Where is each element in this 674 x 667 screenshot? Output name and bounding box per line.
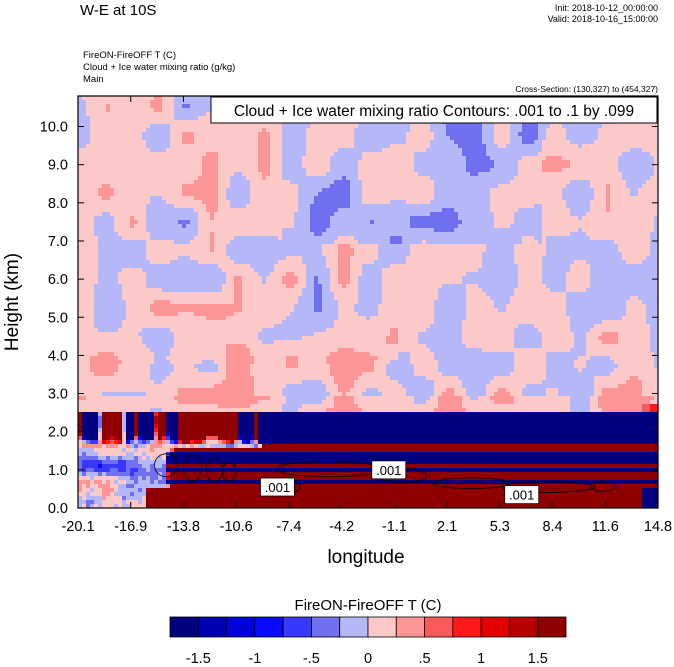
x-tick-label: 5.3	[490, 519, 510, 535]
init-time: Init: 2018-10-12_00:00:00	[554, 3, 658, 13]
x-tick-label: 11.6	[592, 519, 619, 535]
plot-frame	[77, 95, 659, 509]
colorbar-swatch	[424, 616, 454, 638]
contour-label-box	[371, 460, 407, 480]
contour-line	[501, 481, 596, 493]
x-axis-label: longitude	[327, 547, 404, 568]
x-tick-label: -13.8	[167, 519, 200, 535]
domain-label: Main	[83, 74, 104, 85]
contour-line	[222, 461, 237, 482]
page-title: W-E at 10S	[80, 2, 157, 19]
contour-label-box	[504, 485, 540, 505]
x-tick-label: -20.1	[61, 519, 94, 535]
colorbar-tick-label: .5	[419, 651, 431, 667]
contour-label: .001	[376, 463, 401, 478]
x-tick-label: 8.4	[542, 519, 562, 535]
y-axis-label: Height (km)	[2, 253, 23, 351]
y-tick-label: 3.0	[48, 387, 68, 403]
colorbar-tick-label: 0	[364, 651, 372, 667]
y-tick-label: 5.0	[48, 310, 68, 326]
axes: -20.1 -16.9 -13.8 -10.6 -7.4 -4.2 -1.1 2.1 5.3 8.…	[40, 96, 672, 535]
colorbar-tick-label: -.5	[303, 651, 320, 667]
y-tick-label: 1.0	[48, 463, 68, 479]
colorbar-title: FireON-FireOFF T (C)	[295, 597, 442, 614]
x-tick-label: -7.4	[276, 519, 301, 535]
colorbar-tick-label: 1	[477, 651, 485, 667]
x-tick-label: -4.2	[329, 519, 354, 535]
colorbar-tick-label: -1	[248, 651, 261, 667]
x-tick-label: -10.6	[220, 519, 253, 535]
y-tick-label: 10.0	[40, 120, 68, 136]
colorbar-tick-label: 1.5	[528, 651, 548, 667]
valid-time: Valid: 2018-10-16_15:00:00	[547, 14, 658, 24]
x-tick-label: 14.8	[644, 519, 672, 535]
contour-label: .001	[265, 480, 290, 495]
y-tick-label: 2.0	[48, 425, 68, 441]
colorbar-swatch	[480, 616, 510, 638]
y-tick-label: 4.0	[48, 348, 68, 364]
y-tick-label: 6.0	[48, 272, 68, 288]
contour-label-box	[260, 477, 295, 497]
colorbar-swatch	[226, 616, 256, 638]
variable-label-diff: FireON-FireOFF T (C)	[83, 50, 177, 61]
contour-line	[154, 453, 179, 478]
cross-section-info: Cross-Section: (130,327) to (454,327)	[515, 84, 658, 94]
contour-line	[433, 477, 511, 489]
x-tick-label: 2.1	[437, 519, 457, 535]
x-tick-label: -16.9	[114, 519, 147, 535]
contour-line	[183, 454, 203, 482]
contour-info-title: Cloud + Ice water mixing ratio Contours:…	[234, 103, 634, 120]
cloud-contours	[154, 453, 616, 494]
variable-label-cloud: Cloud + Ice water mixing ratio (g/kg)	[83, 62, 236, 73]
colorbar-swatch	[395, 616, 425, 638]
colorbar-tick-label: -1.5	[186, 651, 211, 667]
colorbar-swatch	[537, 616, 567, 638]
colorbar-swatch	[197, 616, 227, 638]
colorbar-swatch	[367, 616, 397, 638]
contour-labels: .001 .001 .001	[260, 460, 540, 505]
colorbar-swatch	[169, 616, 199, 638]
temperature-difference-field	[78, 96, 658, 508]
contour-label: .001	[509, 488, 534, 503]
colorbar: -1.5 -1 -.5 0 .5 1 1.5	[169, 616, 567, 667]
colorbar-swatch	[509, 616, 539, 638]
colorbar-swatch	[254, 616, 284, 638]
y-tick-label: 8.0	[48, 196, 68, 212]
colorbar-swatch	[282, 616, 312, 638]
contour-info-box	[210, 96, 658, 124]
x-tick-label: -1.1	[382, 519, 407, 535]
y-tick-label: 0.0	[48, 501, 68, 517]
colorbar-swatch	[339, 616, 369, 638]
y-tick-label: 7.0	[48, 234, 68, 250]
colorbar-swatch	[311, 616, 341, 638]
colorbar-swatch	[452, 616, 482, 638]
y-tick-label: 9.0	[48, 158, 68, 174]
contour-line	[591, 482, 616, 492]
